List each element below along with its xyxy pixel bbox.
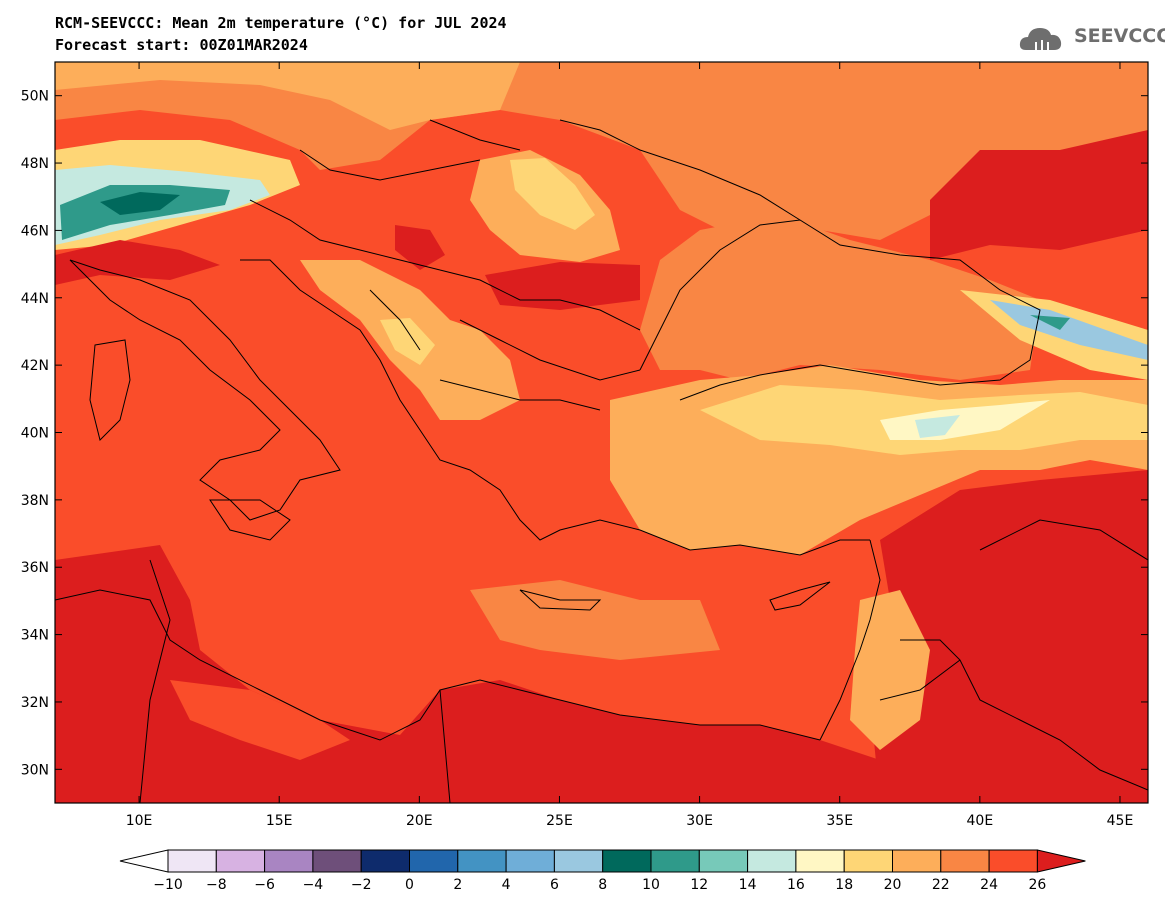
map-title: RCM-SEEVCCC: Mean 2m temperature (°C) fo…	[55, 14, 507, 32]
coastlines	[55, 119, 1148, 803]
zone-dinaric-cool	[380, 318, 435, 365]
colorbar-label: 8	[598, 877, 607, 893]
colorbar-label: 16	[787, 877, 805, 893]
latitude-ticks: 50N 48N 46N 44N 42N 40N 38N 36N 34N 32N 30N	[21, 89, 1148, 778]
colorbar-label: 10	[642, 877, 660, 893]
colorbar-label: −8	[206, 877, 227, 893]
zone-north-warm	[55, 62, 1148, 250]
lon-tick-label: 15E	[266, 813, 293, 829]
colorbar-box	[940, 849, 990, 873]
colorbar-box	[360, 849, 411, 873]
colorbar-box	[505, 849, 555, 873]
lat-tick-label: 42N	[21, 358, 49, 374]
lon-tick-label: 40E	[967, 813, 994, 829]
colorbar-max-arrow	[1036, 849, 1086, 873]
zone-jordan-mild	[850, 590, 930, 750]
lon-tick-label: 35E	[826, 813, 853, 829]
lon-tick-label: 10E	[126, 813, 153, 829]
zone-alps-coldest	[100, 192, 180, 215]
logo-text: SEEVCCC	[1074, 25, 1165, 47]
zone-caucasus-cold	[1030, 315, 1070, 330]
colorbar-label: 24	[980, 877, 998, 893]
colorbar-label: 12	[690, 877, 708, 893]
lat-tick-label: 44N	[21, 291, 49, 307]
colorbar-box	[602, 849, 652, 873]
colorbar-box	[650, 849, 700, 873]
colorbar-label: 6	[550, 877, 559, 893]
lon-tick-label: 30E	[686, 813, 713, 829]
colorbar-box	[698, 849, 749, 873]
lat-tick-label: 48N	[21, 156, 49, 172]
forecast-start-label: Forecast start: 00Z01MAR2024	[55, 36, 308, 54]
colorbar-label: 2	[453, 877, 462, 893]
colorbar-label: −4	[303, 877, 324, 893]
lat-tick-label: 30N	[21, 762, 49, 778]
colorbar-label: 18	[835, 877, 853, 893]
colorbar-label: −2	[351, 877, 372, 893]
zone-pannonian-hot	[395, 225, 445, 270]
colorbar-label: 4	[502, 877, 511, 893]
colorbar-box	[892, 849, 942, 873]
colorbar-label: 14	[739, 877, 757, 893]
colorbar-label: 20	[884, 877, 902, 893]
colorbar-box	[215, 849, 266, 873]
lon-tick-label: 45E	[1107, 813, 1134, 829]
colorbar-label: −6	[254, 877, 275, 893]
lon-tick-label: 20E	[406, 813, 433, 829]
colorbar: −10 −8 −6 −4 −2 0 2 4 6 8 10 12 14 16 18 20 22 24 26	[119, 849, 1086, 893]
zone-anatolia-coldest	[915, 415, 960, 438]
colorbar-box	[988, 849, 1038, 873]
colorbar-box	[457, 849, 507, 873]
lat-tick-label: 34N	[21, 628, 49, 644]
colorbar-label: −10	[153, 877, 183, 893]
zone-southern-russia-hot	[930, 130, 1148, 260]
longitude-ticks: 10E 15E 20E 25E 30E 35E 40E 45E	[126, 62, 1134, 829]
colorbar-label: 0	[405, 877, 414, 893]
zone-libya-coast	[170, 680, 350, 760]
colorbar-label: 26	[1028, 877, 1046, 893]
lat-tick-label: 46N	[21, 223, 49, 239]
colorbar-label: 22	[932, 877, 950, 893]
zone-black-sea	[640, 215, 1040, 380]
seevccc-logo: SEEVCCC	[1018, 22, 1165, 58]
zone-aegean-sea	[470, 580, 720, 660]
zone-alps-cold	[60, 185, 230, 240]
lat-tick-label: 40N	[21, 426, 49, 442]
zone-carpathians-cool	[510, 158, 595, 230]
lat-tick-label: 50N	[21, 89, 49, 105]
cloud-icon	[1019, 28, 1062, 54]
colorbar-box	[409, 849, 459, 873]
colorbar-box	[843, 849, 894, 873]
colorbar-min-arrow	[119, 849, 169, 873]
zone-mesopotamia-hot	[870, 470, 1148, 803]
map-plot-area	[55, 62, 1148, 803]
lat-tick-label: 38N	[21, 493, 49, 509]
lon-tick-label: 25E	[546, 813, 573, 829]
colorbar-box	[312, 849, 362, 873]
lat-tick-label: 36N	[21, 560, 49, 576]
colorbar-box	[553, 849, 604, 873]
colorbar-box	[747, 849, 797, 873]
zone-north-mild	[55, 62, 520, 130]
colorbar-box	[264, 849, 314, 873]
colorbar-box	[167, 849, 217, 873]
zone-caucasus-cool	[990, 300, 1148, 360]
zone-danube-hot	[485, 262, 640, 310]
colorbar-box	[795, 849, 845, 873]
lat-tick-label: 32N	[21, 695, 49, 711]
zone-po-valley-hot	[55, 240, 220, 285]
